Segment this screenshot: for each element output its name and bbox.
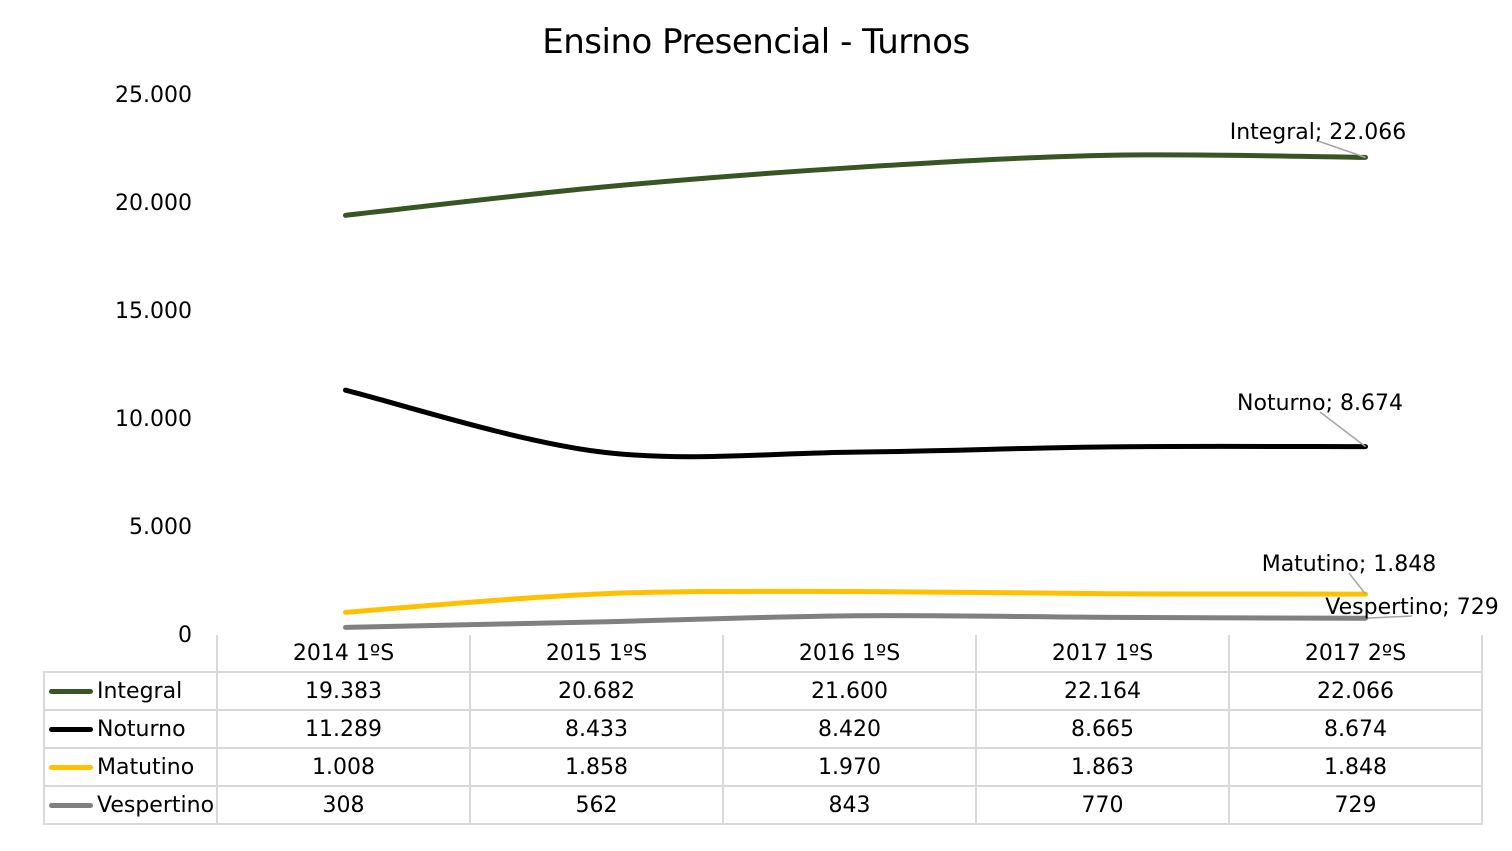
table-cell: 562 <box>469 785 724 825</box>
table-cell: 8.433 <box>469 709 724 749</box>
table-cell: 20.682 <box>469 671 724 711</box>
legend-swatch <box>49 689 93 694</box>
y-tick-label: 15.000 <box>115 299 192 324</box>
table-cell: 11.289 <box>216 709 471 749</box>
table-cell: 8.420 <box>722 709 977 749</box>
table-cell: 1.970 <box>722 747 977 787</box>
data-label-vespertino: Vespertino; 729 <box>1325 595 1498 620</box>
legend-swatch <box>49 803 93 808</box>
table-cell: 729 <box>1228 785 1483 825</box>
series-line-noturno <box>343 387 1368 460</box>
chart-title: Ensino Presencial - Turnos <box>542 22 970 62</box>
legend-swatch <box>49 765 93 770</box>
category-header: 2015 1ºS <box>469 635 724 673</box>
table-cell: 1.008 <box>216 747 471 787</box>
y-tick-label: 25.000 <box>115 83 192 108</box>
table-cell: 22.164 <box>975 671 1230 711</box>
data-label-matutino: Matutino; 1.848 <box>1262 552 1437 577</box>
table-cell: 22.066 <box>1228 671 1483 711</box>
data-label-integral: Integral; 22.066 <box>1230 120 1407 145</box>
table-row: Matutino 1.008 1.858 1.970 1.863 1.848 <box>43 747 1483 787</box>
y-tick-label: 20.000 <box>115 191 192 216</box>
y-tick-label: 10.000 <box>115 407 192 432</box>
table-cell: 19.383 <box>216 671 471 711</box>
table-cell: 1.848 <box>1228 747 1483 787</box>
data-label-leader-line <box>1317 140 1366 159</box>
table-cell: 1.858 <box>469 747 724 787</box>
series-line-matutino <box>343 588 1368 615</box>
legend-label: Noturno <box>97 716 186 742</box>
table-row: Integral 19.383 20.682 21.600 22.164 22.066 <box>43 671 1483 711</box>
table-cell: 843 <box>722 785 977 825</box>
category-header: 2017 1ºS <box>975 635 1230 673</box>
series-line-integral <box>343 152 1368 218</box>
table-row: Noturno 11.289 8.433 8.420 8.665 8.674 <box>43 709 1483 749</box>
data-label-leader-line <box>1348 572 1367 595</box>
legend-label: Matutino <box>97 754 195 780</box>
legend-entry-vespertino: Vespertino <box>43 785 218 825</box>
data-table: 2014 1ºS 2015 1ºS 2016 1ºS 2017 1ºS 2017 2ºS… <box>43 635 1483 825</box>
legend-entry-integral: Integral <box>43 671 218 711</box>
category-header: 2014 1ºS <box>216 635 471 673</box>
table-corner <box>44 635 218 673</box>
legend-label: Integral <box>97 678 183 704</box>
table-cell: 308 <box>216 785 471 825</box>
category-header: 2016 1ºS <box>722 635 977 673</box>
data-label-leader-line <box>1365 615 1413 620</box>
data-label-leader-line <box>1319 411 1366 448</box>
category-header: 2017 2ºS <box>1228 635 1483 673</box>
table-cell: 8.665 <box>975 709 1230 749</box>
legend-swatch <box>49 727 93 732</box>
y-tick-label: 5.000 <box>129 515 192 540</box>
legend-entry-matutino: Matutino <box>43 747 218 787</box>
table-cell: 21.600 <box>722 671 977 711</box>
table-cell: 770 <box>975 785 1230 825</box>
table-cell: 1.863 <box>975 747 1230 787</box>
table-row: Vespertino 308 562 843 770 729 <box>43 785 1483 825</box>
series-line-vespertino <box>343 613 1368 630</box>
legend-entry-noturno: Noturno <box>43 709 218 749</box>
legend-label: Vespertino <box>97 792 215 818</box>
table-cell: 8.674 <box>1228 709 1483 749</box>
data-label-noturno: Noturno; 8.674 <box>1237 391 1403 416</box>
